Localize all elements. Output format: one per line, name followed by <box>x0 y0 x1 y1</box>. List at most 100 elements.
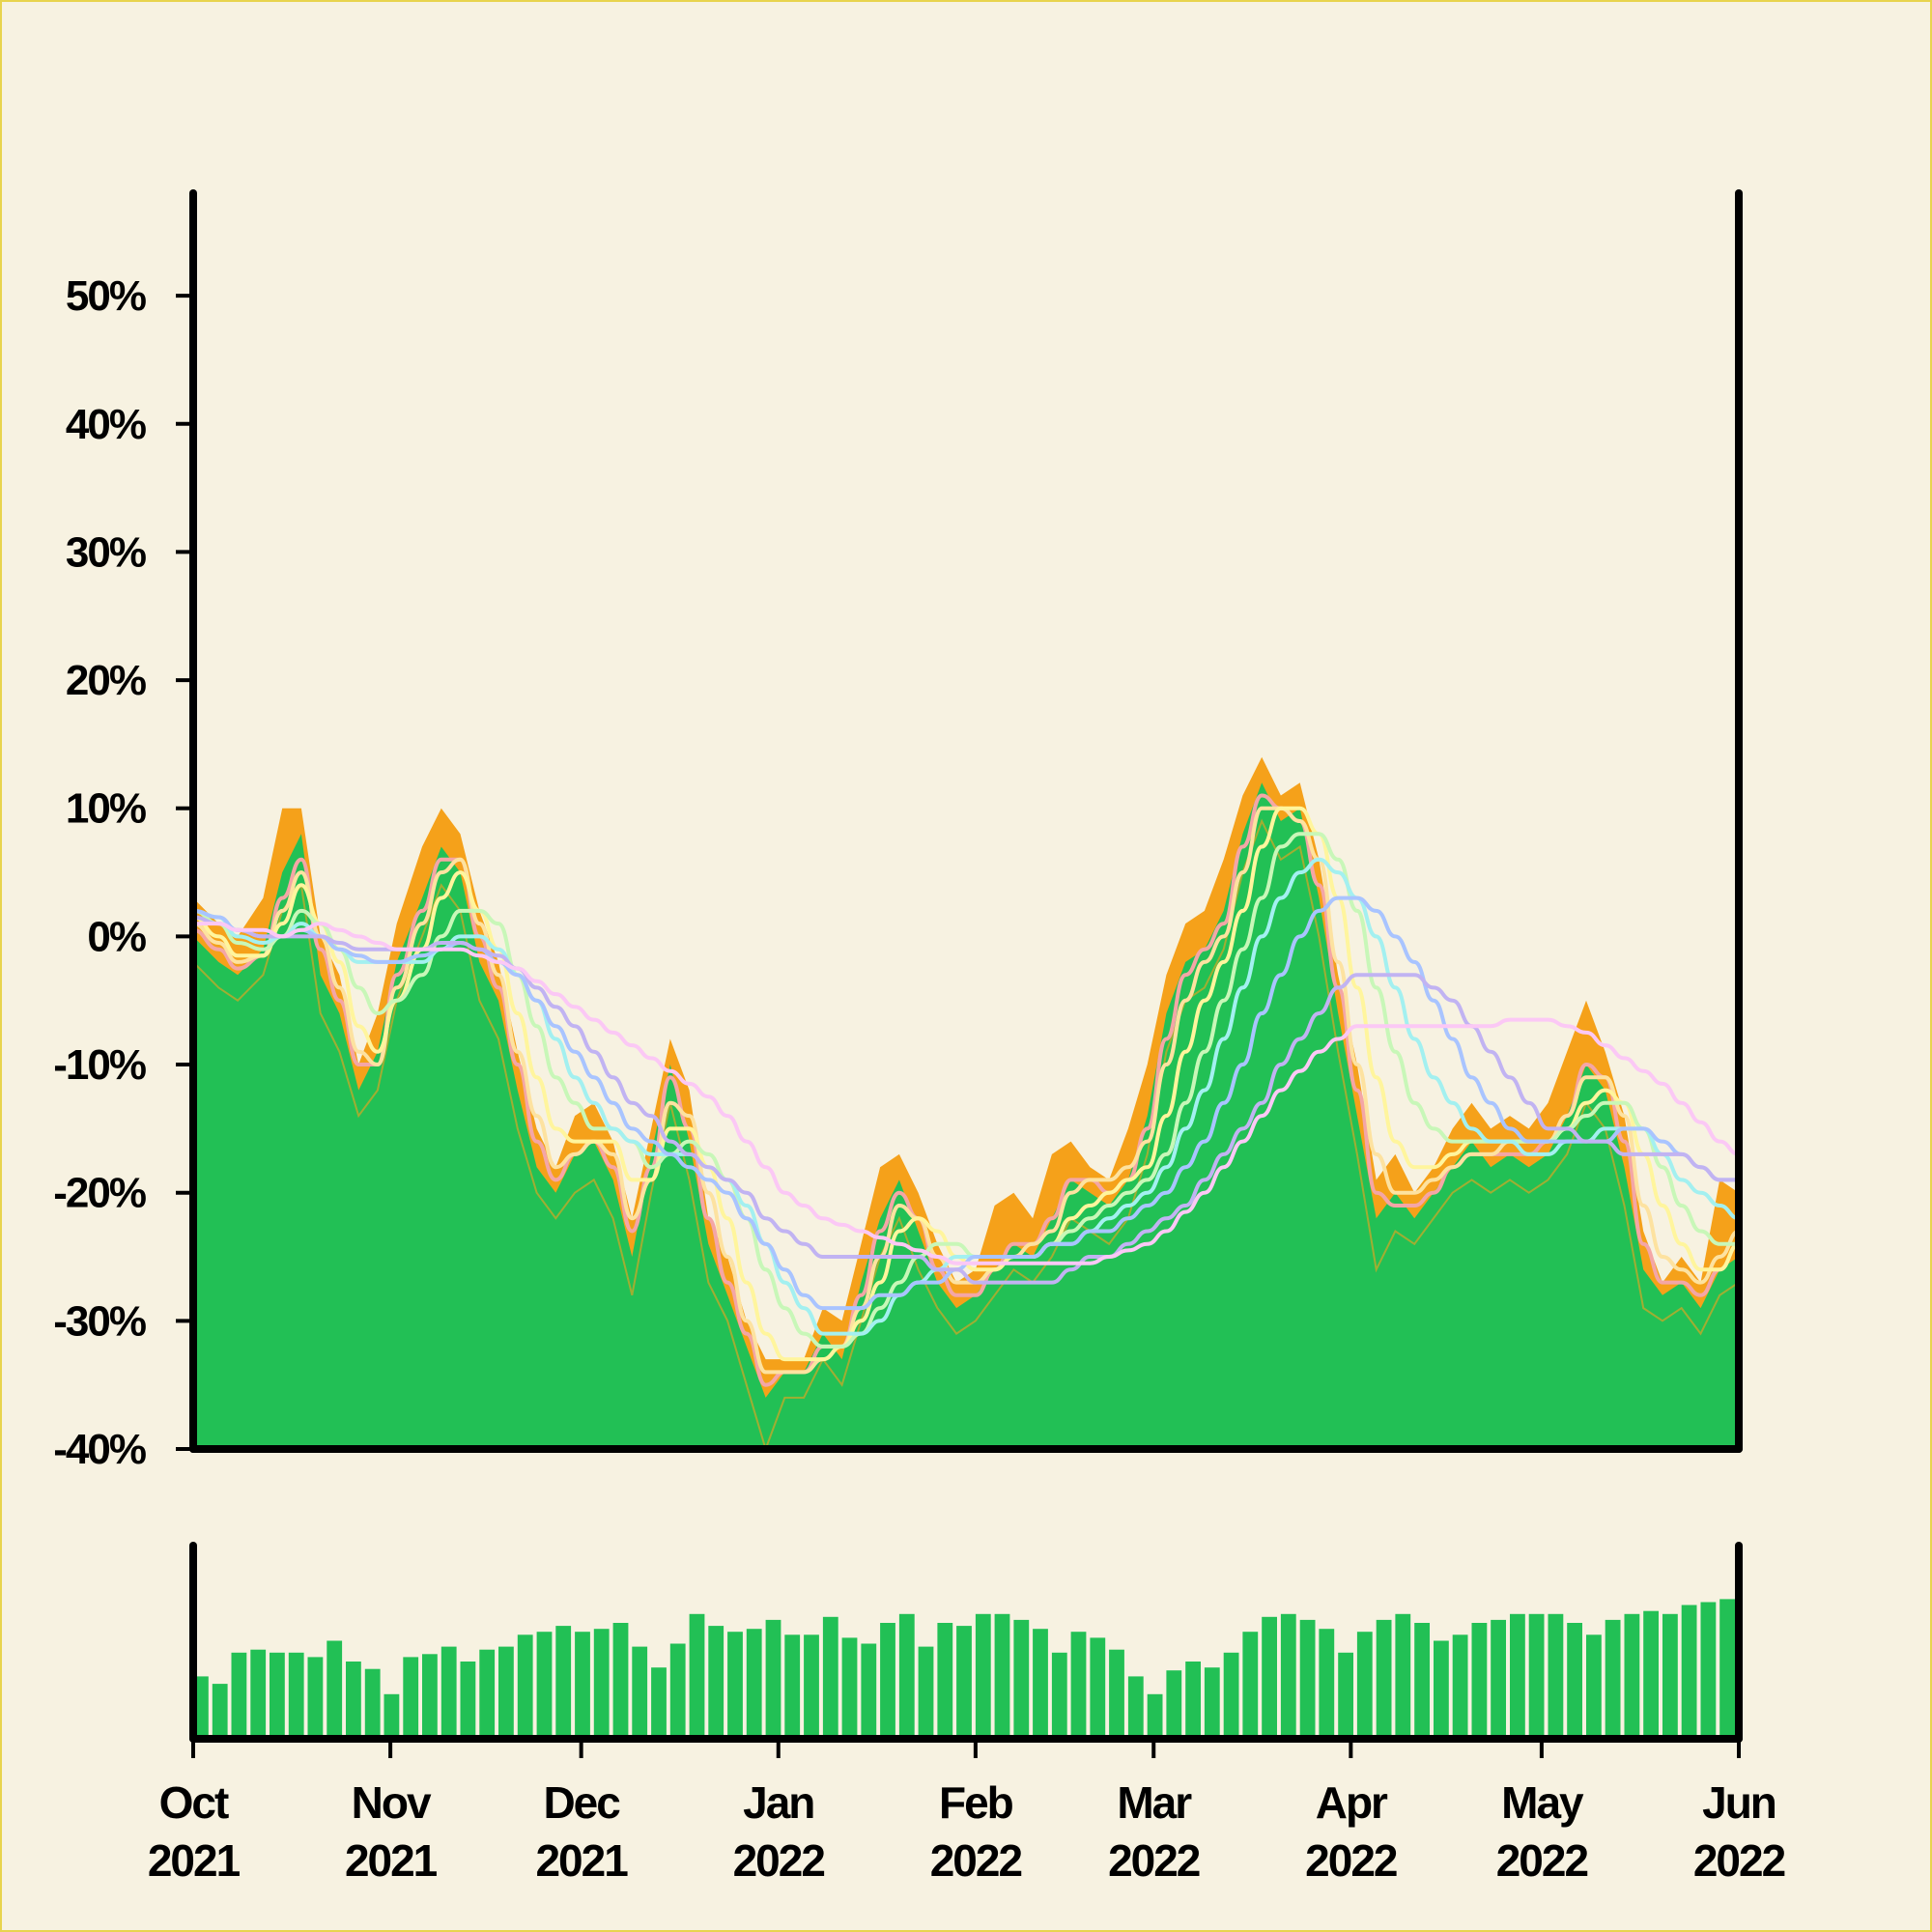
volume-bar <box>1719 1599 1735 1739</box>
volume-bar <box>1109 1649 1124 1739</box>
x-tick-month-label: Oct <box>159 1777 229 1828</box>
volume-bar <box>1090 1637 1106 1739</box>
volume-bar <box>612 1623 629 1739</box>
volume-bar <box>307 1657 324 1739</box>
volume-bar <box>1624 1613 1640 1739</box>
moving-average-line-7 <box>191 915 1741 1285</box>
volume-bar <box>898 1613 915 1739</box>
volume-bar <box>1586 1634 1602 1739</box>
volume-bar <box>1376 1619 1392 1739</box>
volume-bar <box>1280 1613 1296 1739</box>
volume-bar <box>1452 1634 1468 1739</box>
y-tick-label: -40% <box>53 1426 146 1473</box>
moving-average-line-8 <box>191 922 1741 1265</box>
volume-bar <box>651 1667 667 1739</box>
volume-bar <box>1127 1676 1144 1739</box>
y-tick-label: -20% <box>53 1170 146 1217</box>
volume-bar <box>384 1693 400 1739</box>
x-tick-month-label: Mar <box>1117 1777 1192 1828</box>
x-tick-year-label: 2022 <box>1305 1835 1397 1886</box>
volume-bar <box>593 1629 610 1739</box>
volume-bar <box>632 1646 648 1739</box>
x-tick-year-label: 2022 <box>1496 1835 1588 1886</box>
volume-bar <box>746 1629 762 1739</box>
volume-bar <box>784 1634 801 1739</box>
volume-bar <box>422 1654 438 1739</box>
volume-bar <box>1662 1613 1678 1739</box>
x-tick-month-label: Apr <box>1316 1777 1388 1828</box>
volume-bar <box>1643 1610 1659 1739</box>
volume-bar <box>1033 1629 1048 1739</box>
price-panel: 50% 40% 30% 20% 10% 0% -10% -20% -30% -40% <box>53 189 1743 1473</box>
volume-bar <box>555 1626 572 1739</box>
volume-bar <box>975 1613 991 1739</box>
volume-bar <box>689 1613 705 1739</box>
volume-bar <box>575 1632 590 1739</box>
volume-bar <box>1567 1623 1582 1739</box>
volume-bar <box>479 1649 496 1739</box>
volume-bar <box>1319 1629 1335 1739</box>
y-tick-label: 0% <box>87 913 145 960</box>
volume-bar <box>1528 1613 1545 1739</box>
volume-bar <box>288 1652 304 1739</box>
volume-bar <box>1204 1667 1220 1739</box>
volume-bar <box>880 1623 895 1739</box>
volume-bar <box>861 1643 877 1739</box>
y-axis-ticks: 50% 40% 30% 20% 10% 0% -10% -20% -30% -40% <box>53 272 193 1473</box>
volume-bar <box>1070 1632 1087 1739</box>
volume-bar <box>536 1632 553 1739</box>
volume-bar <box>1185 1662 1201 1739</box>
volume-bar <box>1299 1619 1316 1739</box>
x-tick-month-label: Jun <box>1702 1777 1776 1828</box>
y-tick-label: 10% <box>66 785 146 833</box>
volume-bar <box>841 1637 858 1739</box>
volume-bar <box>403 1657 419 1739</box>
volume-bar <box>1510 1613 1525 1739</box>
y-tick-label: 40% <box>66 401 146 448</box>
volume-bar <box>231 1652 247 1739</box>
volume-bar <box>918 1646 934 1739</box>
volume-bar <box>1262 1616 1277 1739</box>
volume-bar <box>1338 1652 1353 1739</box>
y-tick-label: 30% <box>66 528 146 576</box>
volume-bar <box>1051 1652 1067 1739</box>
y-tick-label: -10% <box>53 1041 146 1089</box>
volume-bar <box>708 1626 724 1739</box>
volume-bar <box>440 1646 457 1739</box>
x-tick-month-label: May <box>1501 1777 1584 1828</box>
x-tick-year-label: 2022 <box>733 1835 825 1886</box>
volume-bar <box>1356 1632 1373 1739</box>
volume-bars <box>193 1599 1735 1739</box>
x-tick-month-label: Feb <box>939 1777 1013 1828</box>
x-tick-month-label: Nov <box>352 1777 432 1828</box>
x-axis-ticks: Oct 2021 Nov 2021 Dec 2021 Jan 2022 Feb 2022 Mar 20… <box>148 1739 1787 1886</box>
volume-bar <box>765 1619 781 1739</box>
volume-bar <box>1434 1640 1449 1739</box>
y-tick-label: 20% <box>66 657 146 704</box>
price-close-area <box>193 782 1739 1449</box>
x-tick-year-label: 2021 <box>535 1835 628 1886</box>
volume-bar <box>937 1623 953 1739</box>
volume-bar <box>460 1662 476 1739</box>
volume-bar <box>727 1632 743 1739</box>
volume-bar <box>1223 1652 1239 1739</box>
moving-average-line-2 <box>191 806 1741 1375</box>
y-tick-label: -30% <box>53 1297 146 1345</box>
price-low-line <box>192 818 1740 1453</box>
volume-bar <box>1681 1605 1697 1739</box>
volume-bar <box>1605 1619 1621 1739</box>
volume-bar <box>517 1634 533 1739</box>
volume-bar <box>669 1643 686 1739</box>
volume-bar <box>1414 1623 1430 1739</box>
volume-bar <box>822 1616 838 1739</box>
x-tick-month-label: Jan <box>743 1777 813 1828</box>
volume-bar <box>1242 1632 1259 1739</box>
volume-bar <box>994 1613 1010 1739</box>
volume-panel: Oct 2021 Nov 2021 Dec 2021 Jan 2022 Feb 2022 Mar 20… <box>148 1542 1787 1886</box>
x-tick-year-label: 2022 <box>1693 1835 1785 1886</box>
volume-bar <box>1491 1619 1506 1739</box>
price-area-group <box>192 756 1740 1453</box>
